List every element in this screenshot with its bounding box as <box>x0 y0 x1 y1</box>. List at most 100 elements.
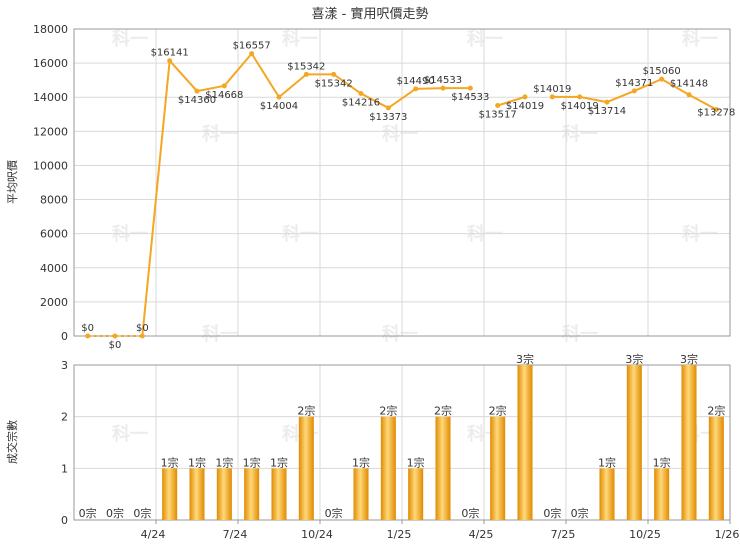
watermark-text: 科一 <box>202 323 238 345</box>
watermark-text: 科一 <box>282 28 318 50</box>
price-point-label: $0 <box>81 323 94 334</box>
price-line-segment <box>688 93 717 111</box>
price-point-label: $0 <box>136 323 149 334</box>
price-point <box>167 58 173 64</box>
price-point-label: $14371 <box>615 78 653 89</box>
price-point <box>686 92 692 98</box>
price-point <box>440 85 446 91</box>
deal-count-label: 0宗 <box>543 506 561 520</box>
price-line-segment <box>333 73 362 95</box>
price-ytick-label: 0 <box>61 330 68 343</box>
deal-count-label: 1宗 <box>598 455 616 469</box>
watermark-text: 科一 <box>682 28 718 50</box>
deal-count-bar <box>353 468 369 520</box>
price-point <box>85 333 91 339</box>
price-point <box>467 85 473 91</box>
price-ytick-label: 14000 <box>33 91 68 104</box>
price-point-label: $13714 <box>588 106 626 117</box>
deal-count-bar <box>626 365 642 520</box>
price-point <box>331 71 337 77</box>
price-ytick-label: 8000 <box>40 194 68 207</box>
x-tick-label: 4/25 <box>469 528 494 541</box>
price-point <box>577 94 583 100</box>
price-point <box>221 83 227 89</box>
price-point-label: $14216 <box>342 98 380 109</box>
deal-count-label: 2宗 <box>489 404 507 418</box>
deal-count-bar <box>517 365 533 520</box>
deal-count-label: 3宗 <box>516 352 534 366</box>
price-point <box>495 102 501 108</box>
price-line-segment <box>387 88 417 109</box>
deal-count-label: 2宗 <box>434 404 452 418</box>
price-ytick-label: 12000 <box>33 125 68 138</box>
price-point-label: $14533 <box>424 75 462 86</box>
price-point <box>276 94 282 100</box>
deal-count-bar <box>408 468 424 520</box>
count-ytick-label: 2 <box>61 411 68 424</box>
price-point-label: $13517 <box>479 109 517 120</box>
deal-count-label: 0宗 <box>106 506 124 520</box>
deal-count-bar <box>162 468 178 520</box>
price-line-segment <box>606 89 635 104</box>
price-point <box>713 107 719 113</box>
watermark-text: 科一 <box>112 423 148 445</box>
watermark-text: 科一 <box>467 28 503 50</box>
deal-count-label: 2宗 <box>707 404 725 418</box>
deal-count-label: 1宗 <box>161 455 179 469</box>
price-point-label: $0 <box>109 340 122 351</box>
deal-count-label: 0宗 <box>133 506 151 520</box>
deal-count-label: 1宗 <box>352 455 370 469</box>
price-point-label: $14490 <box>397 76 435 87</box>
deal-count-label: 3宗 <box>625 352 643 366</box>
count-axis-label: 成交宗數 <box>5 420 19 464</box>
deal-count-label: 2宗 <box>379 404 397 418</box>
price-point-label: $16141 <box>151 48 189 59</box>
price-point-label: $14019 <box>561 101 599 112</box>
chart-title: 喜漾 - 實用呎價走勢 <box>312 6 429 22</box>
price-point-label: $13278 <box>697 108 735 119</box>
deal-count-bar <box>298 416 314 520</box>
price-ytick-label: 18000 <box>33 23 68 36</box>
price-point <box>385 105 391 111</box>
price-point <box>522 94 528 100</box>
deal-count-bar <box>435 416 451 520</box>
x-tick-label: 4/24 <box>141 528 166 541</box>
price-point-label: $14004 <box>260 101 298 112</box>
deal-count-label: 3宗 <box>680 352 698 366</box>
price-line-segment <box>579 95 608 104</box>
x-tick-label: 7/24 <box>223 528 248 541</box>
watermark-text: 科一 <box>562 323 598 345</box>
count-ytick-label: 3 <box>61 359 68 372</box>
price-point-label: $14360 <box>178 95 216 106</box>
price-ytick-label: 2000 <box>40 296 68 309</box>
deal-count-bar <box>216 468 232 520</box>
price-ytick-label: 10000 <box>33 159 68 172</box>
price-point-label: $14668 <box>205 90 243 101</box>
price-point-label: $16557 <box>233 41 271 52</box>
deal-count-bar <box>599 468 615 520</box>
line-layer <box>85 51 719 339</box>
deal-count-label: 0宗 <box>571 506 589 520</box>
deal-count-bar <box>244 468 260 520</box>
deal-count-bar <box>490 416 506 520</box>
price-point <box>194 88 200 94</box>
price-point-label: $14148 <box>670 79 708 90</box>
price-line-segment <box>250 53 280 98</box>
deal-count-bar <box>708 416 724 520</box>
price-line-segment <box>415 87 444 90</box>
price-point <box>249 51 255 57</box>
price-point <box>139 333 145 339</box>
labels-layer: 0宗 0宗 0宗 1宗 1宗 1宗 1宗 1宗 2宗 0宗 1宗 2宗 1宗 2宗 0宗 2宗 3宗 0宗 0宗 1宗… <box>79 41 736 520</box>
price-point-label: $14019 <box>533 84 571 95</box>
price-point-label: $14533 <box>451 92 489 103</box>
price-axis-label: 平均呎價 <box>5 160 19 204</box>
x-tick-label: 10/24 <box>301 528 333 541</box>
deal-count-bar <box>271 468 287 520</box>
price-point-label: $15342 <box>287 61 325 72</box>
watermark-text: 科一 <box>382 323 418 345</box>
axes-layer: 0 2000 4000 6000 8000 10000 12000 14000 16000 180… <box>33 23 739 541</box>
price-point-label: $13373 <box>369 112 407 123</box>
price-line-segment <box>661 78 690 96</box>
